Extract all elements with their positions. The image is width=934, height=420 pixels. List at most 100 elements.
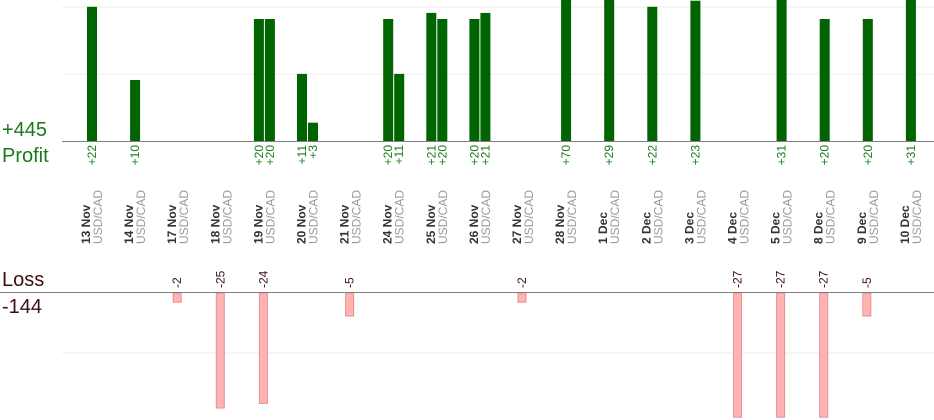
profit-value-label-group: +22 xyxy=(85,145,99,166)
loss-value-label: -24 xyxy=(256,270,270,288)
value-labels: +22 +10 +20+20 +11+3 +20+11 +21+20 +20+21 +70 +2… xyxy=(85,145,918,288)
loss-value-label-group: -24 xyxy=(256,270,270,288)
profit-value-label-group: +20 xyxy=(861,145,875,166)
loss-bar xyxy=(517,292,527,303)
profit-bar xyxy=(647,6,658,141)
loss-value-label-group: -2 xyxy=(170,277,184,288)
loss-label: Loss xyxy=(2,269,45,291)
profit-bar xyxy=(394,73,405,141)
profit-bar xyxy=(776,0,787,141)
date-label: 4 Dec xyxy=(726,212,740,244)
profit-value-label: +22 xyxy=(645,145,659,166)
loss-value-label-group: -5 xyxy=(343,277,357,288)
pair-label: USD/CAD xyxy=(738,190,752,244)
profit-value-label: +3 xyxy=(306,145,320,159)
profit-value-label: +20 xyxy=(467,145,481,166)
loss-bars xyxy=(172,292,872,418)
profit-value-label: +20 xyxy=(435,145,449,166)
grid-lines xyxy=(62,6,934,354)
profit-bar xyxy=(426,12,437,142)
profit-bar xyxy=(297,73,307,141)
profit-value-label: +23 xyxy=(688,145,702,166)
date-label: 17 Nov xyxy=(165,204,179,244)
loss-value-label-group: -27 xyxy=(731,270,745,288)
date-label: 26 Nov xyxy=(467,204,481,244)
profit-value-label: +20 xyxy=(252,145,266,166)
profit-bar xyxy=(308,122,318,141)
profit-bar xyxy=(862,19,873,141)
profit-value-label-group: +20 xyxy=(252,145,266,166)
pair-label: USD/CAD xyxy=(134,190,148,244)
loss-value-label: -5 xyxy=(343,277,357,288)
date-label: 8 Dec xyxy=(812,212,826,244)
date-label: 25 Nov xyxy=(424,204,438,244)
profit-value-label-group: +20 xyxy=(435,145,449,166)
loss-bar xyxy=(258,292,268,404)
profit-value-label-group: +29 xyxy=(602,145,616,166)
profit-bar xyxy=(690,0,701,142)
loss-bar xyxy=(172,292,182,303)
profit-value-label: +11 xyxy=(295,145,309,165)
date-label: 9 Dec xyxy=(855,212,869,244)
profit-value-label: +21 xyxy=(424,145,438,166)
profit-bar xyxy=(480,12,491,142)
loss-bar xyxy=(215,292,225,409)
loss-bar xyxy=(819,292,829,418)
profit-value-label: +10 xyxy=(128,145,142,166)
profit-bar xyxy=(905,0,916,141)
profit-value-label: +20 xyxy=(381,145,395,166)
profit-value-label: +20 xyxy=(263,145,277,166)
profit-value-label-group: +11 xyxy=(295,145,309,165)
date-label: 5 Dec xyxy=(769,212,783,244)
loss-value-label: -27 xyxy=(817,270,831,288)
profit-value-label-group: +3 xyxy=(306,145,320,159)
profit-bar xyxy=(604,0,615,141)
loss-value-label-group: -25 xyxy=(213,270,227,288)
date-label: 10 Dec xyxy=(898,205,912,244)
profit-value-label-group: +31 xyxy=(904,145,918,166)
profit-value-label: +70 xyxy=(559,145,573,166)
date-label: 21 Nov xyxy=(338,204,352,244)
pair-label: USD/CAD xyxy=(350,190,364,244)
profit-bar xyxy=(87,6,97,141)
profit-bar xyxy=(469,19,480,141)
loss-value-label: -5 xyxy=(860,277,874,288)
profit-bar xyxy=(561,0,572,141)
pair-label: USD/CAD xyxy=(824,190,838,244)
pair-label: USD/CAD xyxy=(220,190,234,244)
pair-label: USD/CAD xyxy=(436,190,450,244)
profit-value-label: +31 xyxy=(904,145,918,166)
loss-bar xyxy=(862,292,872,317)
loss-value-label-group: -27 xyxy=(774,270,788,288)
pair-label: USD/CAD xyxy=(307,190,321,244)
profit-value-label: +29 xyxy=(602,145,616,166)
date-label: 27 Nov xyxy=(510,204,524,244)
profit-bar xyxy=(819,19,830,141)
date-label: 20 Nov xyxy=(295,204,309,244)
profit-value-label-group: +10 xyxy=(128,145,142,166)
pair-label: USD/CAD xyxy=(522,190,536,244)
profit-bar xyxy=(130,80,141,141)
date-label: 19 Nov xyxy=(251,204,265,244)
profit-value-label-group: +11 xyxy=(392,145,406,165)
date-label: 14 Nov xyxy=(122,204,136,244)
profit-value-label: +11 xyxy=(392,145,406,165)
pair-label: USD/CAD xyxy=(910,190,924,244)
profit-value-label-group: +23 xyxy=(688,145,702,166)
profit-value-label-group: +70 xyxy=(559,145,573,166)
pair-label: USD/CAD xyxy=(91,190,105,244)
